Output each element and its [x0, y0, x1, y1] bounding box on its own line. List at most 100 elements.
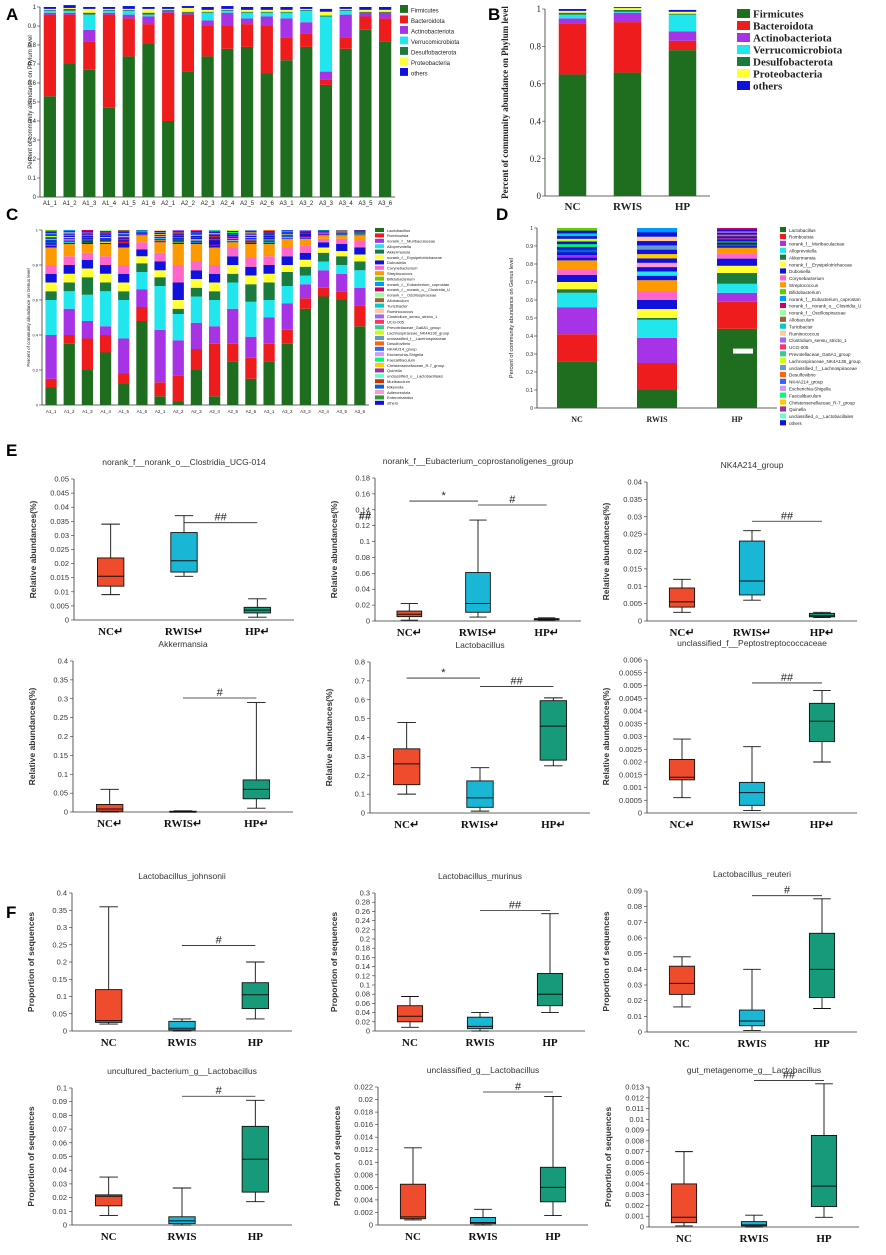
bar-segment	[81, 244, 94, 253]
legend-label: norank_f__norank_o__Clostridia_U	[789, 304, 861, 309]
bar-substripe	[208, 244, 221, 247]
legend-label: Dubosiella	[789, 269, 811, 274]
x-tick-label: RWIS	[466, 1037, 495, 1049]
legend-swatch	[780, 309, 786, 315]
bar-segment	[63, 7, 76, 9]
y-tick-label: 0.002	[625, 1201, 644, 1210]
bar-substripe	[81, 232, 94, 234]
bar-segment	[281, 303, 293, 330]
bar-substripe	[118, 235, 130, 238]
x-tick-label: A3_4	[339, 201, 354, 207]
y-tick-label: 0.2	[530, 154, 541, 164]
bar-segment	[221, 26, 234, 49]
legend-label: Actinobacteriota	[411, 29, 455, 35]
y-axis-label: Percent of community abundance on Genus …	[509, 258, 515, 378]
box-title: Lactobacillus	[455, 640, 504, 650]
box-body	[466, 1016, 494, 1030]
bar-segment	[181, 71, 195, 197]
bar-segment	[281, 286, 293, 304]
y-tick-label: 0.14	[355, 505, 370, 514]
bar-substripe	[263, 239, 275, 241]
bar-segment	[245, 336, 257, 358]
y-tick-label: 0.15	[53, 751, 68, 760]
legend-swatch	[375, 384, 384, 389]
x-tick-label: A2_1	[161, 201, 176, 207]
y-tick-label: 0.015	[623, 564, 642, 573]
bar-segment	[245, 301, 257, 337]
bar-segment	[118, 300, 130, 339]
bar-segment	[263, 317, 275, 344]
bar-substripe	[45, 235, 57, 238]
bar-segment	[102, 7, 116, 9]
bar-substripe	[281, 230, 293, 231]
bar-segment	[45, 300, 57, 335]
y-tick-label: 0.6	[355, 695, 365, 704]
y-tick-label: 0.8	[28, 43, 37, 49]
legend-swatch	[375, 309, 384, 314]
x-tick-label: A2_2	[173, 409, 184, 414]
bar-segment	[336, 291, 348, 300]
bar-substripe	[154, 240, 166, 242]
y-tick-label: 0.24	[355, 916, 370, 925]
x-tick-label: RWIS	[168, 1231, 197, 1243]
bar-segment	[45, 282, 57, 292]
box-title: Lactobacillus_murinus	[438, 871, 522, 881]
y-axis-label: Proportion of sequences	[601, 911, 611, 1011]
significance-mark: *	[442, 490, 447, 502]
box-body	[539, 1166, 567, 1203]
bar-segment	[240, 11, 254, 13]
bar-segment	[668, 11, 697, 14]
x-tick-label: A3_6	[378, 201, 393, 207]
bar-segment	[359, 11, 372, 13]
bar-substripe	[190, 232, 203, 234]
x-tick-label: HP	[542, 1037, 558, 1049]
bar-substripe	[227, 238, 239, 240]
bar-segment	[613, 72, 642, 196]
bar-substripe	[227, 240, 239, 242]
legend-swatch	[375, 314, 384, 319]
bar-segment	[339, 9, 352, 11]
bar-segment	[245, 275, 257, 285]
y-axis-label: Relative abundances(%)	[329, 500, 339, 598]
legend-label: Bacteroidota	[411, 19, 445, 25]
box-body	[170, 532, 198, 573]
y-tick-label: 0.1	[57, 1084, 67, 1093]
bar-segment	[190, 270, 203, 279]
bar-segment	[190, 261, 203, 271]
bar-segment	[118, 247, 130, 265]
y-tick-label: 0.9	[28, 24, 37, 30]
bar-segment	[63, 8, 76, 11]
x-tick-label: A1_2	[63, 201, 78, 207]
bar-segment	[263, 343, 275, 362]
bar-segment	[136, 321, 148, 405]
x-tick-label: RWIS↵	[165, 626, 203, 638]
y-tick-label: 0.01	[54, 587, 69, 596]
y-tick-label: 0.3	[355, 752, 365, 761]
y-tick-label: 0	[638, 809, 642, 818]
bar-segment	[263, 244, 275, 257]
bar-segment	[319, 79, 333, 85]
box-title: Akkermansia	[158, 639, 207, 649]
bar-segment	[299, 238, 312, 246]
y-tick-label: 0.07	[52, 1125, 67, 1134]
bar-segment	[299, 245, 312, 253]
bar-segment	[208, 247, 221, 265]
y-tick-label: 0.0045	[619, 694, 642, 703]
y-tick-label: 0.0005	[619, 796, 642, 805]
legend-label: norank_f__Eubacterium_coprostan	[387, 282, 449, 287]
chart-B: B 0 0.2 0.4 0.6 0.8 1 Percent of community abun…	[488, 4, 843, 213]
box-body	[539, 700, 567, 761]
y-tick-label: 0.22	[355, 925, 370, 934]
chart-D: D 0 0.1 0.2 0.3 0.4 0.5 0.6 0.7 0.8 0.9 1 Percent of…	[496, 205, 861, 426]
y-tick-label: 0.014	[354, 1133, 373, 1142]
legend-label: Clostridium_sensu_stricto_1	[789, 338, 847, 343]
significance-mark: ##	[781, 672, 794, 684]
y-tick-label: 0	[638, 617, 642, 626]
bar-segment	[336, 235, 348, 239]
bar-segment	[613, 7, 642, 9]
bar-substripe	[637, 271, 677, 276]
bar-substripe	[45, 238, 57, 241]
y-tick-label: 0.14	[355, 962, 370, 971]
bar-substripe	[227, 236, 239, 238]
bar-segment	[162, 9, 175, 11]
